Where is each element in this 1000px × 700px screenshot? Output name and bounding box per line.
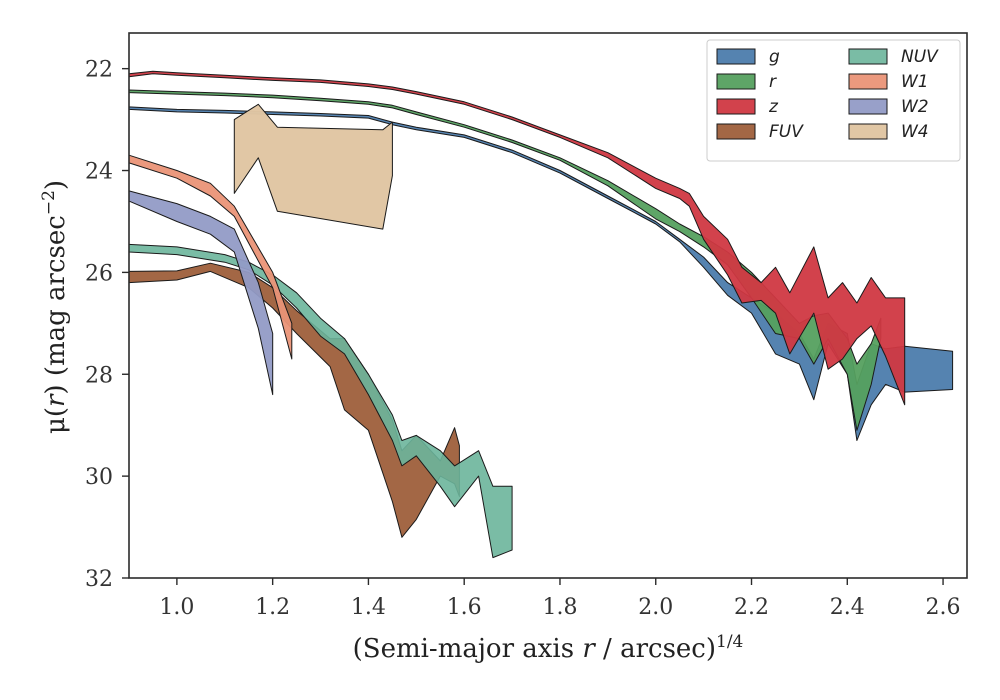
- legend-swatch-z: [716, 98, 756, 115]
- band-W4: [233, 103, 393, 230]
- x-tick-label: 1.0: [159, 595, 194, 620]
- legend-box: [706, 39, 961, 162]
- y-tick-label: 32: [85, 567, 113, 592]
- x-tick-label: 1.2: [255, 595, 290, 620]
- legend-swatch-NUV: [848, 48, 888, 65]
- x-tick-label: 2.0: [638, 595, 673, 620]
- y-axis-label: μ(r) (mag arcsec−2): [39, 180, 71, 434]
- legend: grz FUV NUV W1 W2 W4: [706, 39, 961, 162]
- x-tick-label: 2.6: [926, 595, 961, 620]
- legend-swatch-g: [716, 48, 756, 65]
- y-tick-label: 30: [85, 465, 113, 490]
- axes: [128, 32, 968, 579]
- band-z: [128, 70, 906, 406]
- legend-swatch-W4: [848, 123, 888, 140]
- x-tick-label: 2.4: [830, 595, 865, 620]
- legend-label-g: g: [769, 47, 780, 67]
- x-tick-label: 1.8: [542, 595, 577, 620]
- legend-label-W2: W2: [901, 97, 929, 117]
- band-NUV: [128, 243, 513, 559]
- band-W2: [128, 190, 274, 396]
- legend-swatch-r: [716, 73, 756, 90]
- y-tick-label: 24: [85, 160, 113, 185]
- legend-label-NUV: NUV: [901, 47, 939, 67]
- legend-swatch-W2: [848, 98, 888, 115]
- legend-swatch-W1: [848, 73, 888, 90]
- x-axis-ticks: 1.0 1.2 1.4 1.6 1.8 2.0 2.2 2.4 2.6: [159, 578, 961, 620]
- x-tick-label: 1.4: [351, 595, 386, 620]
- series-bands: [128, 70, 954, 559]
- y-tick-label: 28: [85, 363, 113, 388]
- band-g: [128, 106, 954, 441]
- x-tick-label: 2.2: [734, 595, 769, 620]
- legend-swatch-FUV: [716, 123, 756, 140]
- y-tick-label: 26: [85, 261, 113, 286]
- x-tick-label: 1.6: [447, 595, 482, 620]
- y-tick-label: 22: [85, 58, 113, 83]
- legend-label-W1: W1: [901, 72, 929, 92]
- x-axis-label: (Semi-major axis r / arcsec)1/4: [353, 632, 744, 664]
- band-W1: [128, 154, 293, 360]
- legend-label-W4: W4: [901, 122, 929, 142]
- legend-label-r: r: [769, 72, 777, 92]
- legend-label-FUV: FUV: [769, 122, 804, 142]
- legend-label-z: z: [768, 97, 779, 117]
- plot-frame: [128, 32, 968, 579]
- y-axis-ticks: 22 24 26 28 30 32: [85, 58, 129, 592]
